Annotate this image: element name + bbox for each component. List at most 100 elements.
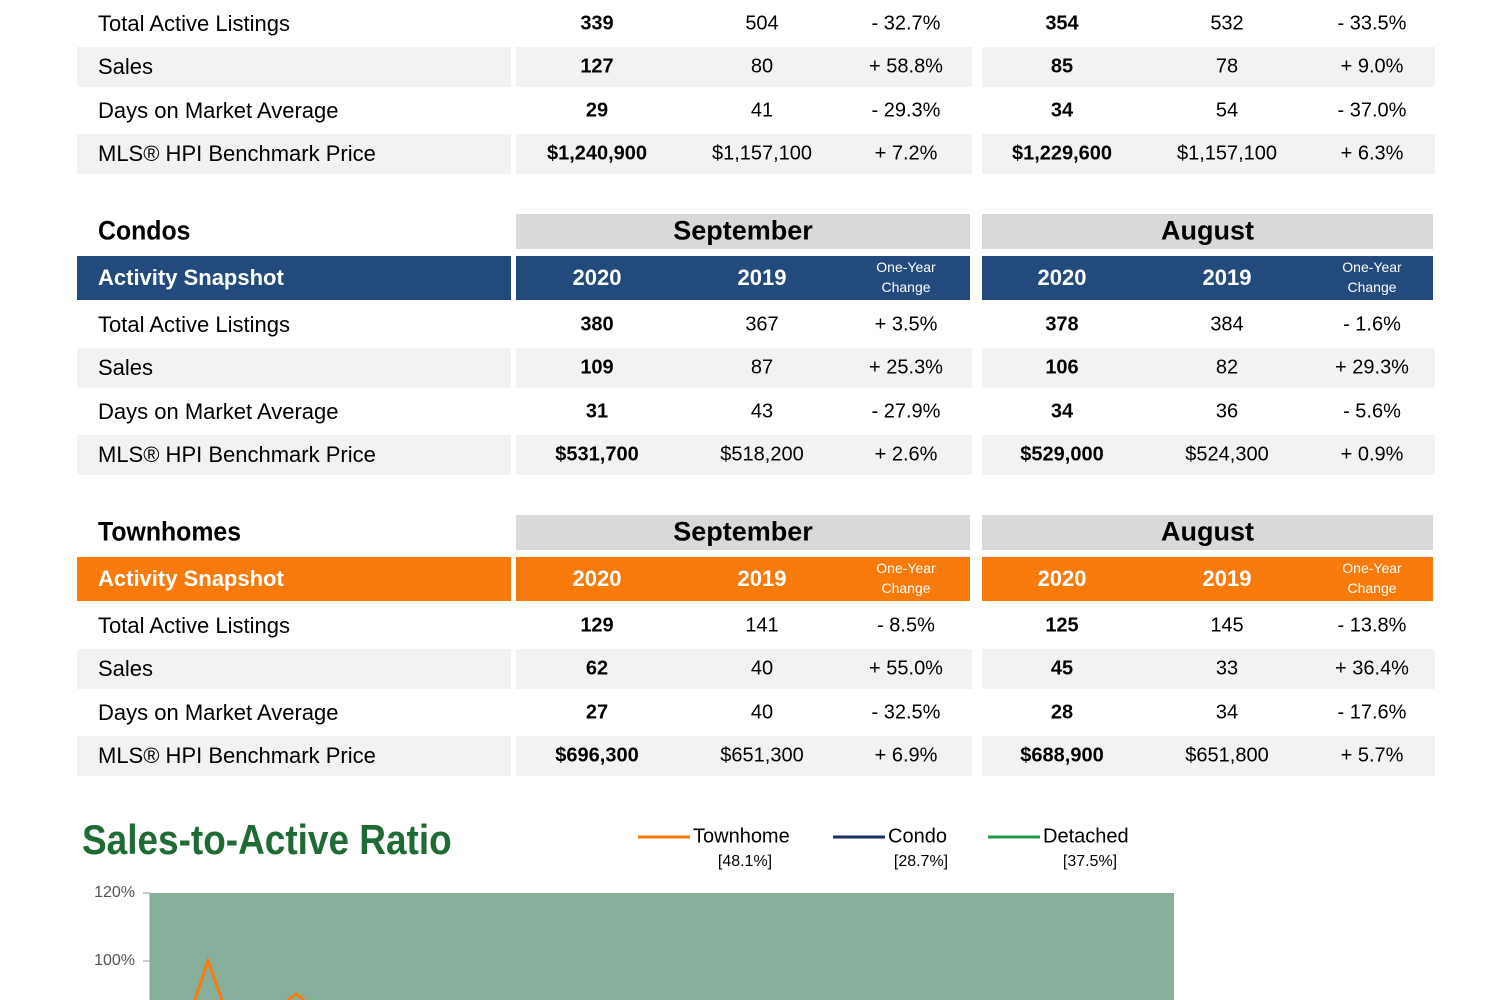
row-value: $1,157,100 <box>711 142 813 165</box>
header-change-line: One-Year <box>1342 560 1402 576</box>
row-value: + 6.3% <box>1340 142 1404 165</box>
month-band <box>982 515 1433 550</box>
row-value: - 37.0% <box>1337 99 1407 122</box>
row-band <box>516 47 972 88</box>
row-value: $1,157,100 <box>1176 142 1278 165</box>
header-year: 2019 <box>1202 566 1252 591</box>
header-year: 2020 <box>1037 566 1087 591</box>
header-label: Activity Snapshot <box>98 265 284 290</box>
row-band <box>77 134 511 175</box>
header-year: 2020 <box>572 566 622 591</box>
header-year: 2019 <box>1202 265 1252 290</box>
y-tick-label: 120% <box>94 884 135 901</box>
row-band <box>77 736 511 777</box>
row-value: 62 <box>585 657 609 680</box>
row-label: Total Active Listings <box>98 11 290 36</box>
header-change-line: One-Year <box>876 560 936 576</box>
legend-value: [37.5%] <box>1062 853 1118 870</box>
row-value: + 2.6% <box>874 443 938 466</box>
row-band <box>516 134 972 175</box>
month-band <box>982 214 1433 249</box>
chart-elements <box>143 835 1040 962</box>
header-change-line: One-Year <box>876 259 936 275</box>
row-value: - 32.7% <box>871 12 941 35</box>
row-band <box>77 47 511 88</box>
row-value: 125 <box>1045 614 1079 637</box>
row-value: 34 <box>1050 400 1074 423</box>
row-value: 378 <box>1045 313 1079 336</box>
row-value: 43 <box>750 400 774 423</box>
row-value: 31 <box>585 400 609 423</box>
row-value: 339 <box>580 12 614 35</box>
header-change-line: Change <box>881 279 931 295</box>
section-title: Townhomes <box>98 516 242 547</box>
row-value: + 7.2% <box>874 142 938 165</box>
row-band <box>77 649 511 690</box>
row-label: Total Active Listings <box>98 312 290 337</box>
header-band <box>516 557 970 601</box>
row-value: 141 <box>745 614 779 637</box>
row-value: 29 <box>585 99 609 122</box>
chart-title: Sales-to-Active Ratio <box>82 816 452 863</box>
row-value: $651,800 <box>1185 744 1269 767</box>
month-band <box>516 214 970 249</box>
row-value: 54 <box>1215 99 1239 122</box>
header-year: 2020 <box>1037 265 1087 290</box>
row-band <box>516 649 972 690</box>
header-change: One-Year Change <box>876 558 935 598</box>
header-year: 2019 <box>737 265 787 290</box>
row-value: + 36.4% <box>1335 657 1409 680</box>
month-band <box>516 515 970 550</box>
row-value: - 5.6% <box>1343 400 1401 423</box>
row-value: $1,229,600 <box>1011 142 1113 165</box>
row-value: 87 <box>750 356 774 379</box>
header-band <box>516 256 970 300</box>
row-value: 504 <box>745 12 779 35</box>
y-tick-label: 100% <box>94 952 135 969</box>
row-band <box>516 348 972 389</box>
legend-name: Detached <box>1043 825 1129 848</box>
row-label: Days on Market Average <box>98 699 339 725</box>
header-change: One-Year Change <box>1342 558 1401 598</box>
row-value: + 25.3% <box>869 356 943 379</box>
row-band <box>982 435 1435 476</box>
row-value: 82 <box>1215 356 1239 379</box>
row-band <box>77 435 511 476</box>
row-label: MLS® HPI Benchmark Price <box>98 743 376 769</box>
header-label: Activity Snapshot <box>98 566 284 591</box>
row-value: 106 <box>1045 356 1079 379</box>
header-change-line: One-Year <box>1342 259 1402 275</box>
row-value: 384 <box>1210 313 1244 336</box>
row-value: - 13.8% <box>1337 614 1407 637</box>
row-band <box>982 47 1435 88</box>
row-value: 85 <box>1050 55 1074 78</box>
legend-value: [28.7%] <box>893 853 949 870</box>
header-change-line: Change <box>1347 279 1397 295</box>
row-value: - 29.3% <box>871 99 941 122</box>
header-band <box>982 557 1433 601</box>
header-change: One-Year Change <box>1342 257 1401 297</box>
row-value: + 55.0% <box>869 657 943 680</box>
row-label: Sales <box>98 54 154 80</box>
row-value: + 5.7% <box>1340 744 1404 767</box>
header-year: 2019 <box>737 566 787 591</box>
row-value: 45 <box>1050 657 1074 680</box>
row-value: - 17.6% <box>1337 701 1407 724</box>
row-value: 380 <box>580 313 614 336</box>
row-label: Days on Market Average <box>98 398 339 424</box>
row-value: $518,200 <box>720 443 804 466</box>
row-value: 80 <box>750 55 774 78</box>
row-value: 129 <box>580 614 614 637</box>
month-label: August <box>1161 215 1254 246</box>
row-value: + 9.0% <box>1340 55 1404 78</box>
legend-name: Townhome <box>693 825 790 848</box>
row-band <box>516 435 972 476</box>
row-value: $1,240,900 <box>546 142 648 165</box>
row-value: 34 <box>1215 701 1239 724</box>
row-value: 367 <box>745 313 779 336</box>
row-value: + 29.3% <box>1335 356 1409 379</box>
row-value: 36 <box>1215 400 1239 423</box>
row-band <box>77 348 511 389</box>
row-label: Sales <box>98 355 154 381</box>
